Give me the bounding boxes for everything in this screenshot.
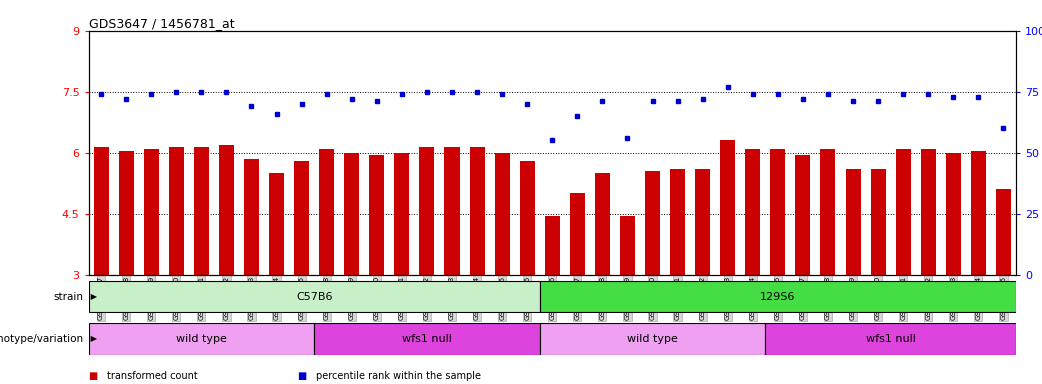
Bar <box>394 153 410 275</box>
Text: wfs1 null: wfs1 null <box>402 334 452 344</box>
Bar <box>89 281 540 312</box>
Text: strain: strain <box>53 291 83 302</box>
Text: ■: ■ <box>89 371 98 381</box>
Bar <box>971 151 986 275</box>
Bar <box>545 216 560 275</box>
Bar <box>921 149 936 275</box>
Bar <box>870 169 886 275</box>
Bar <box>219 144 234 275</box>
Text: percentile rank within the sample: percentile rank within the sample <box>316 371 480 381</box>
Bar <box>244 159 259 275</box>
Bar <box>119 151 133 275</box>
Bar <box>570 193 585 275</box>
Text: genotype/variation: genotype/variation <box>0 334 83 344</box>
Bar <box>269 173 284 275</box>
Bar <box>670 169 685 275</box>
Bar <box>996 189 1011 275</box>
Bar <box>820 149 836 275</box>
Bar <box>620 216 635 275</box>
Bar <box>89 323 314 354</box>
Bar <box>595 173 610 275</box>
Bar <box>540 281 1016 312</box>
Bar <box>445 147 460 275</box>
Bar <box>720 141 736 275</box>
Text: C57B6: C57B6 <box>296 291 332 302</box>
Bar <box>896 149 911 275</box>
Text: transformed count: transformed count <box>107 371 198 381</box>
Bar <box>765 323 1016 354</box>
Text: wild type: wild type <box>176 334 227 344</box>
Bar <box>795 155 811 275</box>
Bar <box>645 171 660 275</box>
Bar <box>540 323 765 354</box>
Text: ■: ■ <box>297 371 306 381</box>
Text: ▶: ▶ <box>88 292 97 301</box>
Bar <box>520 161 535 275</box>
Bar <box>194 147 208 275</box>
Bar <box>344 153 359 275</box>
Bar <box>470 147 485 275</box>
Bar <box>294 161 309 275</box>
Bar <box>495 153 510 275</box>
Bar <box>946 153 961 275</box>
Bar <box>314 323 540 354</box>
Text: wfs1 null: wfs1 null <box>866 334 916 344</box>
Text: wild type: wild type <box>627 334 678 344</box>
Bar <box>169 147 183 275</box>
Text: ▶: ▶ <box>88 334 97 343</box>
Bar <box>695 169 711 275</box>
Bar <box>319 149 334 275</box>
Bar <box>369 155 384 275</box>
Text: GDS3647 / 1456781_at: GDS3647 / 1456781_at <box>89 17 234 30</box>
Text: 129S6: 129S6 <box>761 291 795 302</box>
Bar <box>745 149 761 275</box>
Bar <box>94 147 108 275</box>
Bar <box>144 149 158 275</box>
Bar <box>420 147 435 275</box>
Bar <box>845 169 861 275</box>
Bar <box>770 149 786 275</box>
